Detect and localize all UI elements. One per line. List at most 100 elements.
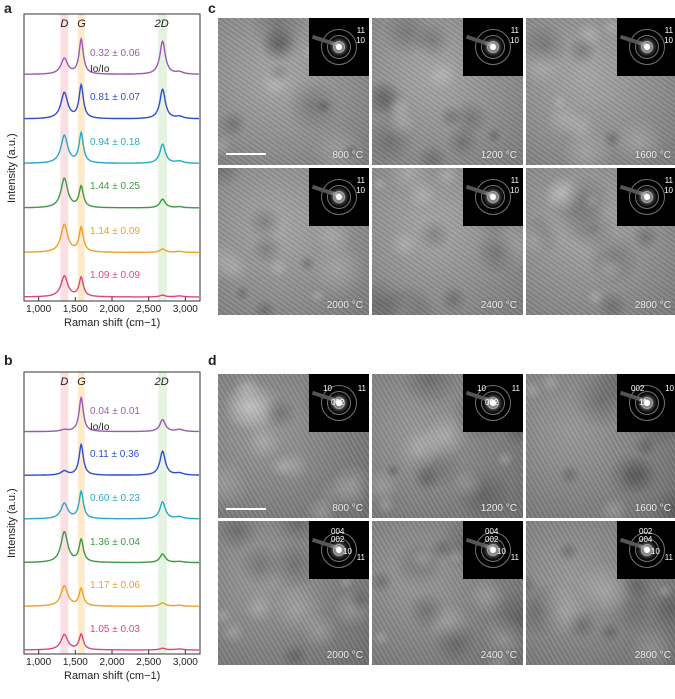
temperature-label: 800 °C <box>332 503 363 514</box>
miller-index-label: 004 <box>331 527 345 536</box>
miller-index-label: 002 <box>485 398 499 407</box>
tem-image-4: 11 10 2000 °C <box>218 168 369 315</box>
band-label-g: G <box>77 18 86 30</box>
diffraction-ring <box>321 29 357 65</box>
temperature-label: 1200 °C <box>480 503 517 514</box>
x-tick-label: 2,000 <box>99 657 125 668</box>
diffraction-ring <box>629 385 665 421</box>
band-label-g: G <box>77 376 86 388</box>
spectrum-line <box>24 130 199 164</box>
saed-pattern-inset: 002 004 10 11 <box>617 521 675 579</box>
ratio-label: 0.32 ± 0.06 <box>90 47 140 59</box>
ratio-label: 1.17 ± 0.06 <box>90 580 140 592</box>
temperature-label: 2800 °C <box>634 650 671 661</box>
panel-d-label: d <box>208 352 217 368</box>
saed-pattern-inset: 11 10 <box>463 168 523 226</box>
x-tick-label: 2,500 <box>136 657 162 668</box>
saed-pattern-inset: 11 10 <box>617 168 675 226</box>
miller-index-label: 11 <box>664 176 673 185</box>
band-g-shade <box>77 372 85 654</box>
ratio-label: 0.11 ± 0.36 <box>90 449 140 461</box>
miller-index-label: 11 <box>510 176 519 185</box>
saed-pattern-inset: 11 10 <box>309 168 369 226</box>
tem-image-1: 11 10 800 °C <box>218 18 369 165</box>
ratio-label: 1.14 ± 0.09 <box>90 225 140 237</box>
panel-b-label: b <box>4 352 13 368</box>
miller-index-label: 10 <box>356 36 365 45</box>
diffraction-ring <box>629 532 665 568</box>
y-axis-label: Intensity (a.u.) <box>6 488 18 558</box>
diffraction-ring <box>475 385 511 421</box>
miller-index-label: 11 <box>510 553 519 562</box>
ratio-label: 1.36 ± 0.04 <box>90 536 140 548</box>
ratio-label: 1.44 ± 0.25 <box>90 181 140 193</box>
central-spot <box>490 194 496 200</box>
band-d-shade <box>60 372 69 654</box>
central-spot <box>336 547 342 553</box>
miller-index-label: 004 <box>639 535 653 544</box>
miller-index-label: 11 <box>510 26 519 35</box>
miller-index-label: 11 <box>356 553 365 562</box>
band-g-shade <box>77 14 85 301</box>
miller-index-label: 10 <box>510 186 519 195</box>
miller-index-label: 11 <box>356 26 365 35</box>
ratio-label: 0.81 ± 0.07 <box>90 92 140 104</box>
miller-index-label: 10 <box>651 547 660 556</box>
temperature-label: 1200 °C <box>480 150 517 161</box>
ratio-header: Io/Io <box>90 64 110 75</box>
raman-plot-svg <box>23 13 201 302</box>
raman-chart-b: 0.04 ± 0.01 0.11 ± 0.36 0.60 ± 0.23 1.36 ± … <box>0 352 205 699</box>
tem-image-2: 11 10 1200 °C <box>372 18 523 165</box>
saed-pattern-inset: 10 11 002 <box>309 374 369 432</box>
saed-pattern-inset: 10 11 002 <box>463 374 523 432</box>
band-2d-shade <box>158 372 167 654</box>
central-spot <box>336 194 342 200</box>
x-tick-label: 1,000 <box>26 304 52 315</box>
miller-index-label: 11 <box>511 384 520 393</box>
band-d-shade <box>60 14 69 301</box>
miller-index-label: 10 <box>664 186 673 195</box>
central-spot <box>490 400 496 406</box>
tem-image-6: 11 10 2800 °C <box>526 168 675 315</box>
x-tick-label: 3,000 <box>172 657 198 668</box>
raman-chart-a: 0.32 ± 0.06 0.81 ± 0.07 0.94 ± 0.18 1.44 ± … <box>0 0 205 345</box>
tem-image-5: 11 10 2400 °C <box>372 168 523 315</box>
miller-index-label: 002 <box>331 398 345 407</box>
ratio-label: 0.04 ± 0.01 <box>90 405 140 417</box>
miller-index-label: 002 <box>485 535 499 544</box>
diffraction-ring <box>629 29 665 65</box>
miller-index-label: 10 <box>323 384 332 393</box>
band-label-d: D <box>60 376 69 388</box>
panel-a-label: a <box>4 0 12 16</box>
temperature-label: 2800 °C <box>634 300 671 311</box>
central-spot <box>644 44 650 50</box>
central-spot <box>644 400 650 406</box>
saed-pattern-inset: 11 10 <box>309 18 369 76</box>
x-axis-label: Raman shift (cm−1) <box>64 670 161 682</box>
spectrum-line <box>24 82 199 120</box>
diffraction-ring <box>475 179 511 215</box>
tem-image-5: 004 002 10 11 2400 °C <box>372 521 523 665</box>
x-tick-label: 1,500 <box>62 304 88 315</box>
spectrum-line <box>24 442 199 476</box>
central-spot <box>336 44 342 50</box>
tem-image-2: 10 11 002 1200 °C <box>372 374 523 518</box>
miller-index-label: 11 <box>357 384 366 393</box>
miller-index-label: 002 <box>331 535 345 544</box>
central-spot <box>490 44 496 50</box>
band-label-d: D <box>60 18 69 30</box>
diffraction-ring <box>475 29 511 65</box>
tem-image-3: 11 10 1600 °C <box>526 18 675 165</box>
diffraction-ring <box>629 179 665 215</box>
miller-index-label: 002 <box>639 527 653 536</box>
central-spot <box>644 547 650 553</box>
saed-pattern-inset: 11 10 <box>617 18 675 76</box>
raman-plot-svg <box>23 371 201 655</box>
central-spot <box>644 194 650 200</box>
temperature-label: 800 °C <box>332 150 363 161</box>
miller-index-label: 002 <box>631 384 645 393</box>
ratio-label: 1.05 ± 0.03 <box>90 623 140 635</box>
x-axis-label: Raman shift (cm−1) <box>64 317 161 329</box>
miller-index-label: 10 <box>664 36 673 45</box>
miller-index-label: 004 <box>485 527 499 536</box>
